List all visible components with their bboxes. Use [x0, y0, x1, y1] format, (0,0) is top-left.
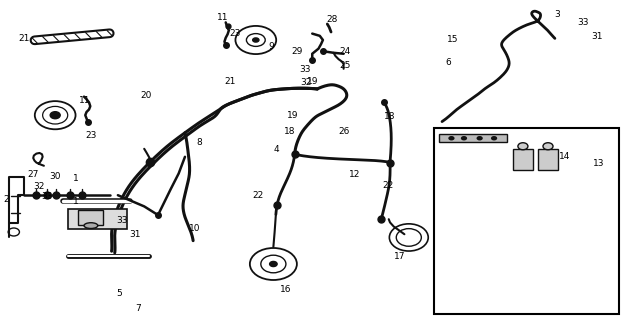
Text: 1: 1 [73, 174, 79, 183]
Text: 24: 24 [340, 47, 351, 56]
Text: 27: 27 [27, 170, 38, 179]
Text: 19: 19 [287, 111, 298, 120]
Text: 16: 16 [280, 285, 291, 294]
Text: 6: 6 [445, 58, 451, 67]
Text: 1: 1 [73, 197, 79, 206]
Text: 23: 23 [229, 29, 241, 38]
Bar [538, 149, 558, 170]
Text: 15: 15 [447, 36, 458, 44]
Text: 19: 19 [307, 77, 318, 86]
Text: 5: 5 [116, 289, 122, 298]
Text: 12: 12 [349, 170, 360, 179]
Text: 10: 10 [189, 224, 200, 233]
Text: 4: 4 [273, 145, 278, 154]
Ellipse shape [461, 136, 467, 140]
Text: 26: 26 [338, 127, 349, 136]
Text: 33: 33 [41, 192, 53, 201]
Ellipse shape [491, 136, 497, 140]
Text: 8: 8 [196, 138, 203, 147]
Text: 20: 20 [140, 92, 152, 100]
Text: 33: 33 [117, 216, 128, 225]
Text: 22: 22 [253, 191, 264, 200]
Ellipse shape [84, 223, 98, 228]
Text: 17: 17 [394, 252, 406, 261]
Text: 29: 29 [292, 47, 303, 56]
Text: 7: 7 [135, 304, 141, 313]
Text: 21: 21 [224, 77, 236, 86]
Bar [68, 209, 127, 229]
Text: 11: 11 [79, 96, 90, 105]
Text: 3: 3 [554, 10, 560, 19]
Text: 30: 30 [49, 172, 60, 181]
Ellipse shape [448, 136, 455, 140]
Text: 21: 21 [18, 34, 29, 43]
Text: 28: 28 [327, 15, 338, 24]
Text: 32: 32 [300, 78, 312, 87]
Text: 32: 32 [33, 182, 45, 191]
Bar [439, 134, 507, 142]
Text: 33: 33 [577, 18, 589, 27]
Ellipse shape [543, 143, 553, 150]
Text: 18: 18 [284, 127, 295, 136]
Text: 18: 18 [384, 112, 396, 121]
Text: 2: 2 [4, 196, 9, 204]
Text: 33: 33 [300, 65, 311, 74]
Bar [78, 210, 103, 225]
Text: 25: 25 [340, 61, 351, 70]
Text: 11: 11 [217, 13, 228, 22]
Ellipse shape [11, 230, 16, 234]
Text: 31: 31 [129, 230, 140, 239]
Ellipse shape [518, 143, 528, 150]
Text: 13: 13 [593, 159, 604, 168]
Text: 22: 22 [382, 181, 393, 190]
Text: 31: 31 [591, 32, 603, 41]
Ellipse shape [253, 38, 259, 42]
Ellipse shape [270, 261, 277, 267]
Ellipse shape [477, 136, 483, 140]
Text: 9: 9 [268, 42, 274, 51]
Text: 23: 23 [85, 132, 97, 140]
Text: 14: 14 [559, 152, 570, 161]
Bar [513, 149, 533, 170]
Ellipse shape [50, 112, 60, 119]
Bar [434, 128, 619, 314]
